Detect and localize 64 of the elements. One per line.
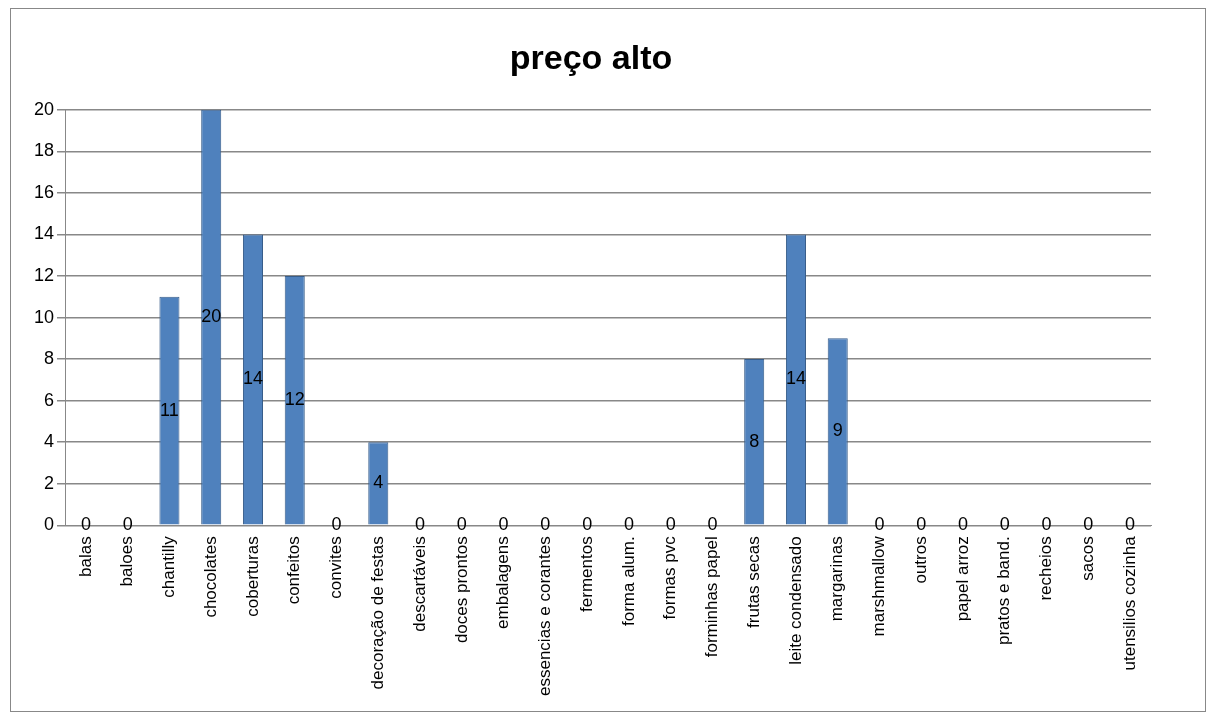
chart-title: preço alto: [509, 37, 673, 76]
data-label: 14: [242, 368, 263, 389]
x-tick-label: confeitos: [284, 536, 304, 605]
data-label: 0: [1083, 514, 1094, 535]
x-tick-label: chocolates: [200, 536, 220, 618]
x-tick-label: frutas secas: [743, 536, 763, 628]
data-label: 0: [1125, 514, 1136, 535]
data-label: 14: [785, 368, 806, 389]
x-tick-label: formas pvc: [660, 535, 680, 620]
data-label: 0: [623, 514, 634, 535]
x-tick-label: baloes: [117, 536, 137, 587]
y-tick-label: 14: [33, 223, 55, 244]
data-label: 0: [958, 514, 969, 535]
data-label: 0: [707, 514, 718, 535]
x-tick-label: forma alum.: [618, 536, 638, 627]
x-tick-label: coberturas: [242, 536, 262, 617]
x-tick-label: convites: [326, 536, 346, 599]
data-label: 0: [122, 514, 133, 535]
x-tick-label: balas: [75, 536, 95, 577]
x-tick-label: sacos: [1078, 536, 1098, 581]
data-label: 8: [749, 430, 760, 451]
x-tick-label: pratos e band.: [994, 536, 1014, 645]
x-tick-label: margarinas: [827, 536, 847, 622]
data-label: 0: [540, 514, 551, 535]
x-tick-label: papel arroz: [952, 536, 972, 622]
x-tick-label: leite condensado: [785, 536, 805, 665]
data-label: 0: [456, 514, 467, 535]
x-tick-label: outros: [910, 536, 930, 584]
x-tick-label: recheios: [1036, 536, 1056, 601]
y-tick-label: 10: [33, 306, 55, 327]
y-tick-label: 0: [44, 514, 55, 535]
x-tick-label: descartáveis: [409, 536, 429, 632]
x-tick-label: decoração de festas: [367, 536, 387, 690]
x-tick-label: forminhas papel: [702, 536, 722, 658]
data-label: 4: [373, 472, 384, 493]
data-label: 0: [331, 514, 342, 535]
y-tick-label: 2: [44, 472, 55, 493]
data-label: 0: [415, 514, 426, 535]
y-tick-label: 12: [33, 264, 55, 285]
x-tick-label: embalagens: [493, 536, 513, 629]
x-tick-label: marshmallow: [869, 535, 889, 637]
x-tick-label: doces prontos: [451, 536, 471, 644]
data-label: 0: [665, 514, 676, 535]
data-label: 12: [284, 389, 305, 410]
data-label: 20: [201, 306, 222, 327]
y-tick-label: 20: [33, 98, 55, 119]
x-tick-label: chantilly: [159, 535, 179, 598]
data-label: 9: [832, 420, 843, 441]
y-tick-label: 6: [44, 389, 55, 410]
data-label: 0: [874, 514, 885, 535]
x-tick-label: fermentos: [576, 536, 596, 612]
y-tick-label: 8: [44, 348, 55, 369]
x-tick-label: essencias e corantes: [535, 536, 555, 696]
data-label: 0: [1041, 514, 1052, 535]
data-label: 0: [80, 514, 91, 535]
data-label: 11: [160, 399, 179, 420]
data-label: 0: [498, 514, 509, 535]
y-tick-label: 4: [44, 431, 55, 452]
y-tick-label: 18: [33, 140, 55, 161]
data-label: 0: [916, 514, 927, 535]
data-label: 0: [999, 514, 1010, 535]
y-tick-label: 16: [33, 181, 55, 202]
data-label: 0: [582, 514, 593, 535]
x-tick-label: utensilios cozinha: [1119, 535, 1139, 671]
